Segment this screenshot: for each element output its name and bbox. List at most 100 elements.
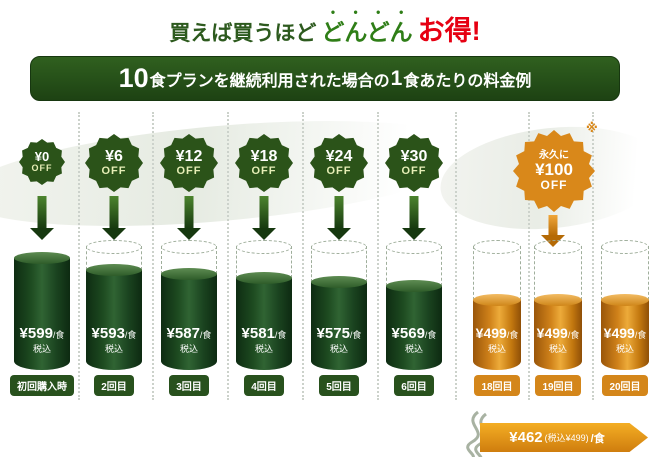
- purchase-count-label: 18回目: [474, 375, 520, 396]
- discount-amount: ¥0: [34, 149, 50, 165]
- cylinder-ghost: [534, 240, 582, 300]
- column-separator: [592, 112, 594, 400]
- price: ¥575/食 税込: [316, 325, 362, 354]
- plan-banner: 10 食プランを継続利用された場合の 1 食あたりの料金例: [30, 56, 620, 101]
- down-arrow-icon: [252, 196, 276, 240]
- price-cylinder: ¥593/食 税込: [86, 264, 142, 370]
- column-separator: [152, 112, 154, 400]
- discount-off-label: OFF: [251, 164, 277, 177]
- final-price-unit: /食: [590, 432, 605, 445]
- discount-badge: ¥30 OFF: [385, 134, 443, 192]
- column-5: ¥24 OFF ¥575/食 税込 5回目: [304, 125, 374, 400]
- purchase-count-label: 20回目: [602, 375, 648, 396]
- cylinder-ghost: [86, 240, 142, 270]
- price-cylinder: ¥587/食 税込: [161, 268, 217, 370]
- final-price: ¥462: [509, 429, 543, 446]
- discount-amount: ¥12: [175, 147, 203, 165]
- discount-off-label: OFF: [326, 164, 352, 177]
- purchase-count-label: 6回目: [394, 375, 434, 396]
- price: ¥599/食 税込: [19, 325, 65, 354]
- price-cylinder: ¥575/食 税込: [311, 276, 367, 370]
- down-arrow-icon: [30, 196, 54, 240]
- page-title: 買えば買うほど どんどん お得!: [0, 5, 650, 48]
- price-cylinder: ¥599/食 税込: [14, 252, 70, 370]
- final-price-tax: (税込¥499): [544, 433, 589, 443]
- column-initial-purchase: ¥0 OFF ¥599/食 税込 初回購入時: [7, 125, 77, 400]
- down-arrow-icon: [402, 196, 426, 240]
- column-20: ¥499/食 税込 20回目: [595, 125, 650, 400]
- cylinder-ghost: [236, 240, 292, 278]
- column-4: ¥18 OFF ¥581/食 税込 4回目: [229, 125, 299, 400]
- column-3: ¥12 OFF ¥587/食 税込 3回目: [154, 125, 224, 400]
- discount-badge: ¥24 OFF: [310, 134, 368, 192]
- purchase-count-label: 3回目: [169, 375, 209, 396]
- price: ¥581/食 税込: [241, 325, 287, 354]
- price: ¥499/食 税込: [475, 325, 519, 354]
- banner-number-10: 10: [118, 63, 149, 93]
- discount-badge: ¥12 OFF: [160, 134, 218, 192]
- cylinder-area: ¥499/食 税込: [473, 240, 521, 370]
- cylinder-area: ¥599/食 税込: [14, 252, 70, 370]
- cylinder-ghost: [311, 240, 367, 282]
- discount-off-label: OFF: [31, 163, 53, 174]
- purchase-count-label: 19回目: [535, 375, 581, 396]
- column-separator: [302, 112, 304, 400]
- cylinder-ghost: [601, 240, 649, 300]
- discount-amount: ¥6: [105, 147, 123, 165]
- discount-off-label: OFF: [401, 164, 427, 177]
- discount-off-label: OFF: [176, 164, 202, 177]
- cylinder-area: ¥593/食 税込: [86, 240, 142, 370]
- cylinder-ghost: [161, 240, 217, 274]
- banner-text2: 食あたりの料金例: [403, 72, 532, 90]
- price: ¥593/食 税込: [91, 325, 137, 354]
- final-price-banner: ¥462 (税込¥499) /食: [480, 423, 648, 452]
- column-2: ¥6 OFF ¥593/食 税込 2回目: [79, 125, 149, 400]
- purchase-count-label: 4回目: [244, 375, 284, 396]
- cylinder-area: ¥499/食 税込: [601, 240, 649, 370]
- price-cylinder: ¥499/食 税込: [534, 294, 582, 370]
- discount-amount: ¥24: [325, 147, 353, 165]
- price: ¥569/食 税込: [391, 325, 437, 354]
- banner-number-1: 1: [390, 66, 403, 90]
- column-separator: [78, 112, 80, 400]
- column-18: ¥499/食 税込 18回目: [467, 125, 527, 400]
- column-separator: [455, 112, 457, 400]
- price: ¥499/食 税込: [603, 325, 647, 354]
- discount-amount: ¥18: [250, 147, 278, 165]
- price-cylinder: ¥499/食 税込: [601, 294, 649, 370]
- cylinder-ghost: [473, 240, 521, 300]
- discount-amount: ¥30: [400, 147, 428, 165]
- price: ¥587/食 税込: [166, 325, 212, 354]
- title-part3: お得!: [417, 16, 481, 46]
- badge-line3: OFF: [540, 177, 568, 192]
- title-part2: どんどん: [321, 19, 413, 45]
- price-cylinder: ¥499/食 税込: [473, 294, 521, 370]
- column-6: ¥30 OFF ¥569/食 税込 6回目: [379, 125, 449, 400]
- price: ¥499/食 税込: [536, 325, 580, 354]
- cylinder-area: ¥587/食 税込: [161, 240, 217, 370]
- column-separator: [227, 112, 229, 400]
- cylinder-area: ¥581/食 税込: [236, 240, 292, 370]
- cylinder-area: ¥575/食 税込: [311, 240, 367, 370]
- purchase-count-label: 2回目: [94, 375, 134, 396]
- down-arrow-icon: [102, 196, 126, 240]
- discount-off-label: OFF: [101, 164, 127, 177]
- title-part1: 買えば買うほど: [169, 22, 317, 45]
- column-19: ¥499/食 税込 19回目: [528, 125, 588, 400]
- discount-badge: ¥6 OFF: [85, 134, 143, 192]
- banner-text1: 食プランを継続利用された場合の: [149, 72, 390, 90]
- column-separator: [528, 112, 530, 400]
- purchase-count-label: 初回購入時: [10, 375, 74, 396]
- down-arrow-icon: [177, 196, 201, 240]
- discount-badge: ¥18 OFF: [235, 134, 293, 192]
- badge-line2: ¥100: [535, 160, 573, 180]
- price-cylinder: ¥569/食 税込: [386, 280, 442, 370]
- price-cylinder: ¥581/食 税込: [236, 272, 292, 370]
- cylinder-area: ¥569/食 税込: [386, 240, 442, 370]
- discount-badge: ¥0 OFF: [19, 139, 65, 185]
- cylinder-ghost: [386, 240, 442, 286]
- permanent-discount-badge: 永久に ¥100 OFF: [513, 130, 595, 212]
- badge-line1: 永久に: [539, 149, 569, 161]
- purchase-count-label: 5回目: [319, 375, 359, 396]
